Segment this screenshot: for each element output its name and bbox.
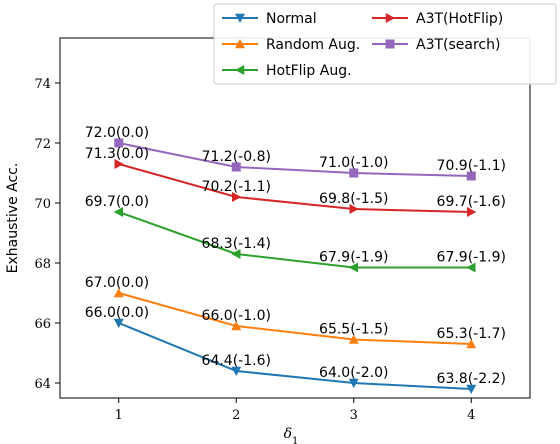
data-point bbox=[349, 168, 359, 178]
data-label: 67.9(-1.9) bbox=[319, 250, 388, 266]
data-point bbox=[231, 321, 242, 331]
data-label: 71.2(-0.8) bbox=[202, 149, 271, 165]
y-tick-label: 66 bbox=[34, 317, 51, 332]
data-label: 72.0(0.0) bbox=[85, 125, 149, 141]
legend-item: Normal bbox=[222, 11, 317, 27]
data-point bbox=[466, 384, 477, 394]
x-axis-label-symbol: δ bbox=[284, 426, 292, 442]
data-point bbox=[349, 204, 359, 214]
data-label: 69.8(-1.5) bbox=[319, 191, 388, 207]
data-point bbox=[466, 171, 476, 181]
series-line bbox=[118, 292, 472, 345]
data-point bbox=[231, 366, 242, 376]
data-point bbox=[113, 318, 124, 328]
legend-marker bbox=[235, 39, 245, 49]
legend-label: HotFlip Aug. bbox=[266, 63, 352, 79]
series-line bbox=[118, 322, 472, 390]
y-tick-label: 72 bbox=[34, 137, 51, 152]
data-point bbox=[114, 138, 124, 148]
series-hotflip-aug bbox=[113, 207, 476, 273]
data-label: 66.0(-1.0) bbox=[202, 308, 271, 324]
y-axis-label: Exhaustive Acc. bbox=[5, 163, 21, 274]
data-point bbox=[231, 249, 241, 259]
legend-marker bbox=[385, 13, 395, 23]
data-point bbox=[348, 334, 359, 344]
data-point bbox=[232, 192, 242, 202]
legend-marker bbox=[235, 13, 245, 23]
data-label: 64.4(-1.6) bbox=[202, 353, 271, 369]
series-line bbox=[118, 211, 472, 269]
data-label: 67.9(-1.9) bbox=[437, 250, 506, 266]
data-label: 63.8(-2.2) bbox=[437, 371, 506, 387]
x-axis-label: δ1 bbox=[284, 426, 299, 444]
data-label: 69.7(0.0) bbox=[85, 194, 149, 210]
y-tick-label: 64 bbox=[34, 377, 51, 392]
data-label: 64.0(-2.0) bbox=[319, 365, 388, 381]
y-tick-label: 74 bbox=[34, 77, 51, 92]
data-label: 68.3(-1.4) bbox=[202, 236, 271, 252]
x-tick-label: 1 bbox=[115, 408, 123, 423]
legend-item: A3T(search) bbox=[372, 37, 500, 53]
legend-label: Random Aug. bbox=[266, 37, 360, 53]
data-point bbox=[466, 339, 477, 349]
data-label: 65.5(-1.5) bbox=[319, 322, 388, 338]
series-normal bbox=[113, 318, 477, 394]
x-tick-label: 2 bbox=[232, 408, 240, 423]
data-label: 70.9(-1.1) bbox=[437, 158, 506, 174]
data-label: 70.2(-1.1) bbox=[202, 179, 271, 195]
y-tick-label: 68 bbox=[34, 257, 51, 272]
plot-axes: 64 66 68 70 72 74 1 2 3 4 bbox=[34, 37, 531, 423]
data-point bbox=[466, 262, 476, 273]
x-tick-label: 3 bbox=[350, 408, 358, 423]
series-a3t-search bbox=[114, 138, 476, 181]
data-point bbox=[231, 162, 241, 172]
data-label: 71.3(0.0) bbox=[85, 146, 149, 162]
legend-label: A3T(HotFlip) bbox=[416, 11, 503, 27]
series-layer bbox=[113, 138, 477, 394]
data-point bbox=[114, 159, 124, 169]
series-random-aug bbox=[113, 288, 477, 349]
series-line bbox=[118, 163, 472, 213]
data-label: 69.7(-1.6) bbox=[437, 194, 506, 210]
series-line bbox=[118, 142, 472, 177]
legend-label: Normal bbox=[266, 11, 317, 27]
legend: Normal Random Aug. HotFlip Aug. A3T(HotFlip… bbox=[213, 3, 557, 85]
legend-item: Random Aug. bbox=[222, 37, 360, 53]
data-label: 67.0(0.0) bbox=[85, 275, 149, 291]
x-axis-label-subscript: 1 bbox=[292, 436, 298, 444]
data-label: 66.0(0.0) bbox=[85, 305, 149, 321]
legend-marker bbox=[235, 65, 245, 75]
data-point bbox=[348, 378, 359, 388]
data-point bbox=[348, 262, 358, 273]
legend-item: HotFlip Aug. bbox=[222, 63, 352, 79]
data-label: 65.3(-1.7) bbox=[437, 326, 506, 342]
x-tick-label: 4 bbox=[467, 408, 475, 423]
data-label: 71.0(-1.0) bbox=[319, 155, 388, 171]
legend-label: A3T(search) bbox=[416, 37, 500, 53]
data-point bbox=[467, 207, 477, 217]
legend-marker bbox=[385, 39, 395, 49]
y-tick-label: 70 bbox=[34, 197, 51, 212]
data-label-layer: 66.0(0.0) 64.4(-1.6) 64.0(-2.0) 63.8(-2.2) 6… bbox=[85, 125, 506, 387]
series-a3t-hotflip bbox=[114, 159, 477, 217]
data-point bbox=[113, 207, 123, 217]
legend-item: A3T(HotFlip) bbox=[372, 11, 503, 27]
data-point bbox=[113, 288, 124, 298]
